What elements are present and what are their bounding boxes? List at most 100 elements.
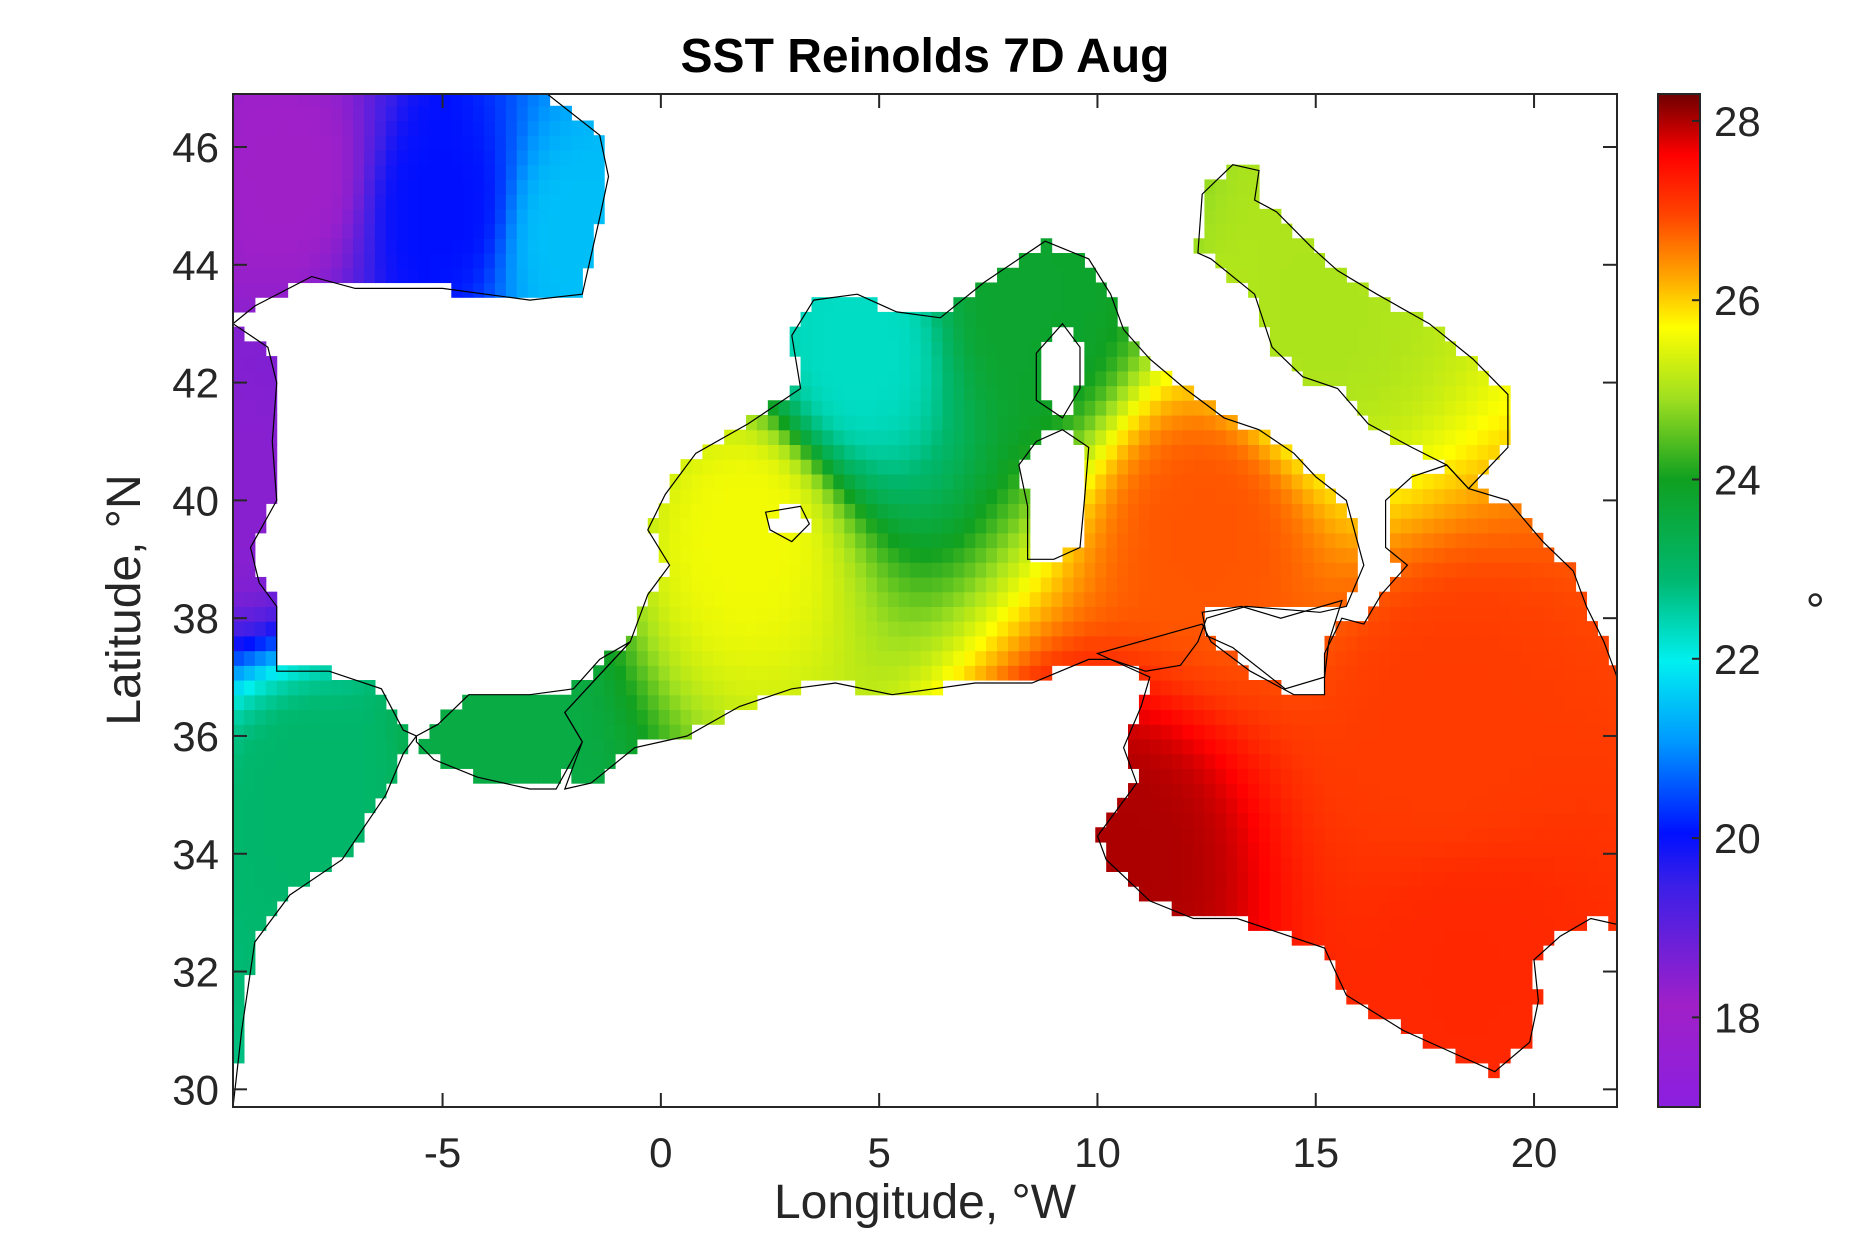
sst-cell bbox=[898, 385, 911, 401]
sst-cell bbox=[1400, 709, 1413, 725]
sst-cell bbox=[1106, 429, 1118, 446]
sst-cell bbox=[1248, 444, 1260, 460]
sst-cell bbox=[396, 253, 409, 269]
sst-cell bbox=[986, 473, 998, 490]
sst-cell bbox=[1389, 356, 1402, 372]
sst-cell bbox=[243, 650, 256, 666]
sst-cell bbox=[1084, 562, 1096, 578]
sst-cell bbox=[1269, 532, 1282, 549]
sst-cell bbox=[1510, 738, 1522, 755]
sst-cell bbox=[713, 488, 725, 504]
sst-cell bbox=[1422, 576, 1435, 593]
sst-cell bbox=[331, 208, 343, 225]
sst-cell bbox=[1455, 738, 1467, 755]
sst-cell bbox=[931, 635, 944, 652]
sst-cell bbox=[1029, 370, 1042, 387]
sst-cell bbox=[1269, 297, 1282, 313]
sst-cell bbox=[396, 738, 409, 755]
sst-cell bbox=[1324, 665, 1336, 681]
sst-cell bbox=[265, 621, 278, 637]
sst-cell bbox=[287, 105, 300, 122]
sst-cell bbox=[778, 444, 791, 460]
sst-cell bbox=[560, 238, 572, 254]
sst-cell bbox=[265, 253, 278, 269]
sst-cell bbox=[1379, 370, 1391, 387]
sst-cell bbox=[778, 547, 791, 563]
sst-cell bbox=[473, 753, 485, 769]
sst-cell bbox=[538, 208, 551, 225]
sst-cell bbox=[1324, 356, 1336, 372]
sst-cell bbox=[1520, 562, 1533, 578]
sst-cell bbox=[691, 606, 703, 622]
sst-cell bbox=[1149, 562, 1162, 578]
sst-cell bbox=[658, 576, 671, 593]
sst-cell bbox=[1444, 562, 1457, 578]
sst-cell bbox=[844, 591, 856, 607]
sst-cell bbox=[527, 238, 540, 254]
sst-cell bbox=[1510, 812, 1522, 828]
sst-cell bbox=[1128, 753, 1140, 769]
sst-cell bbox=[1117, 429, 1129, 446]
sst-cell bbox=[1477, 591, 1489, 607]
sst-cell bbox=[724, 591, 736, 607]
sst-cell bbox=[1379, 871, 1391, 887]
sst-cell bbox=[1258, 459, 1271, 475]
sst-cell bbox=[724, 694, 736, 711]
sst-cell bbox=[866, 665, 878, 681]
sst-cell bbox=[975, 444, 987, 460]
sst-cell bbox=[1062, 635, 1075, 652]
sst-cell bbox=[1586, 841, 1598, 858]
sst-cell bbox=[887, 665, 900, 681]
sst-cell bbox=[1542, 856, 1555, 873]
coastline bbox=[233, 94, 610, 325]
sst-cell bbox=[615, 694, 627, 711]
sst-cell bbox=[451, 105, 463, 122]
sst-cell bbox=[1335, 930, 1347, 946]
sst-cell bbox=[1193, 724, 1206, 740]
sst-cell bbox=[1346, 930, 1358, 946]
sst-cell bbox=[254, 886, 267, 902]
sst-cell bbox=[265, 164, 278, 180]
sst-cell bbox=[298, 238, 310, 254]
sst-cell bbox=[549, 694, 562, 711]
sst-cell bbox=[1258, 753, 1271, 769]
sst-cell bbox=[1455, 959, 1467, 976]
sst-cell bbox=[1302, 900, 1315, 917]
sst-cell bbox=[1138, 518, 1151, 534]
sst-cell bbox=[1575, 900, 1588, 917]
sst-cell bbox=[975, 503, 987, 519]
sst-cell bbox=[342, 724, 354, 740]
sst-cell bbox=[1422, 326, 1435, 342]
sst-cell bbox=[942, 635, 954, 652]
sst-cell bbox=[855, 356, 867, 372]
sst-cell bbox=[1564, 680, 1577, 696]
sst-cell bbox=[691, 473, 703, 490]
sst-cell bbox=[735, 532, 747, 549]
sst-cell bbox=[1499, 753, 1511, 769]
sst-cell bbox=[527, 768, 540, 784]
sst-cell bbox=[1477, 562, 1489, 578]
sst-cell bbox=[1488, 518, 1500, 534]
sst-cell bbox=[931, 591, 944, 607]
sst-cell bbox=[1215, 827, 1227, 843]
sst-cell bbox=[1248, 282, 1260, 298]
sst-cell bbox=[1389, 591, 1402, 607]
sst-cell bbox=[1499, 900, 1511, 917]
sst-cell bbox=[331, 797, 343, 814]
sst-cell bbox=[309, 738, 321, 755]
sst-cell bbox=[1433, 871, 1446, 887]
sst-cell bbox=[866, 400, 878, 416]
sst-cell bbox=[1018, 400, 1031, 416]
sst-cell bbox=[855, 370, 867, 387]
sst-cell bbox=[233, 945, 245, 961]
sst-cell bbox=[844, 400, 856, 416]
sst-cell bbox=[1171, 503, 1184, 519]
sst-cell bbox=[342, 783, 354, 799]
sst-cell bbox=[756, 518, 769, 534]
sst-cell bbox=[309, 841, 321, 858]
sst-cell bbox=[276, 223, 289, 239]
sst-cell bbox=[1051, 267, 1064, 284]
sst-cell bbox=[1564, 900, 1577, 917]
sst-cell bbox=[1237, 164, 1249, 180]
sst-cell bbox=[1280, 827, 1293, 843]
